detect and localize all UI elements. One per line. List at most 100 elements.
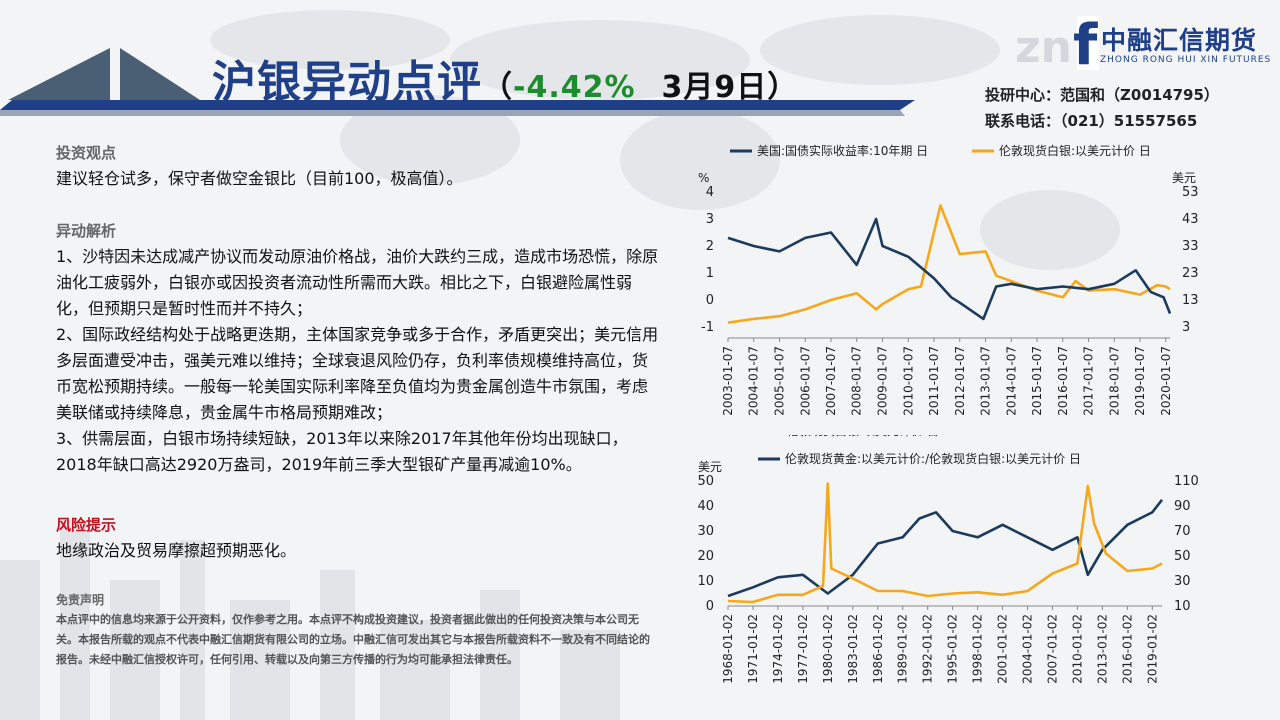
view-text: 建议轻仓试多，保守者做空金银比（目前100，极高值）。 [56, 169, 463, 188]
x-tick-label: 2004-01-02 [1021, 614, 1035, 684]
left-tick-label: 4 [706, 185, 714, 200]
logo-watermark: zn [1015, 22, 1072, 73]
disclaimer-title: 免责声明 [56, 593, 105, 607]
x-tick-label: 2020-01-07 [1159, 346, 1173, 416]
x-tick-label: 2006-01-07 [798, 346, 812, 416]
view-title: 投资观点 [56, 144, 117, 162]
right-tick-label: 90 [1174, 499, 1191, 514]
left-tick-label: 1 [706, 266, 714, 281]
chart-silver-vs-gold-silver-ratio: 伦敦现货白银:以美元计价 日伦敦现货黄金:以美元计价:/伦敦现货白银:以美元计价… [697, 435, 1199, 684]
x-tick-label: 1971-01-02 [746, 614, 760, 684]
analysis-p3: 3、供需层面，白银市场持续短缺，2013年以来除2017年其他年份均出现缺口，2… [56, 429, 628, 474]
x-tick-label: 2014-01-07 [1004, 346, 1018, 416]
right-tick-label: 33 [1182, 239, 1199, 254]
title-change: -4.42% [513, 70, 636, 105]
right-unit-label: 美元 [1172, 171, 1196, 185]
x-tick-label: 1986-01-02 [871, 614, 885, 684]
title-close-paren: ） [767, 70, 799, 105]
left-tick-label: 20 [697, 549, 714, 564]
right-tick-label: 30 [1174, 574, 1191, 589]
left-tick-label: 30 [697, 524, 714, 539]
x-tick-label: 1974-01-02 [771, 614, 785, 684]
legend-label-1: 伦敦现货黄金:以美元计价:/伦敦现货白银:以美元计价 日 [785, 451, 1081, 466]
left-tick-label: 40 [697, 499, 714, 514]
x-tick-label: 1977-01-02 [796, 614, 810, 684]
right-tick-label: 53 [1182, 185, 1199, 200]
main-text: 投资观点 建议轻仓试多，保守者做空金银比（目前100，极高值）。 异动解析 1、… [56, 140, 661, 564]
series-line-1 [727, 204, 1171, 324]
disclaimer-text: 本点评中的信息均来源于公开资料，仅作参考之用。本点评不构成投资建议，投资者据此做… [56, 613, 650, 666]
x-tick-label: 2005-01-07 [773, 346, 787, 416]
contact-phone: 联系电话：（021）51557565 [985, 112, 1198, 130]
left-tick-label: 50 [697, 474, 714, 489]
x-tick-label: 2019-01-02 [1145, 614, 1159, 684]
left-unit-label: 美元 [698, 460, 722, 474]
x-tick-label: 1980-01-02 [821, 614, 835, 684]
x-tick-label: 2015-01-07 [1030, 346, 1044, 416]
left-tick-label: -1 [701, 320, 714, 335]
x-tick-label: 1995-01-02 [946, 614, 960, 684]
logo-name: 中融汇信期货 [1101, 26, 1258, 55]
x-tick-label: 2001-01-02 [996, 614, 1010, 684]
x-tick-label: 1992-01-02 [921, 614, 935, 684]
legend-label-0: 美国:国债实际收益率:10年期 日 [757, 143, 928, 158]
right-tick-label: 110 [1174, 474, 1199, 489]
x-tick-label: 2012-01-07 [953, 346, 967, 416]
x-tick-label: 2007-01-02 [1045, 614, 1059, 684]
x-tick-label: 2003-01-07 [721, 346, 735, 416]
x-tick-label: 2008-01-07 [850, 346, 864, 416]
left-tick-label: 0 [706, 293, 714, 308]
right-tick-label: 70 [1174, 524, 1191, 539]
right-tick-label: 43 [1182, 212, 1199, 227]
chart-real-yield-vs-silver: 美国:国债实际收益率:10年期 日伦敦现货白银:以美元计价 日% 美元43210-… [698, 143, 1199, 416]
company-logo: zn f [1015, 13, 1099, 74]
x-tick-label: 1968-01-02 [721, 614, 735, 684]
x-tick-label: 2013-01-07 [979, 346, 993, 416]
x-tick-label: 2011-01-07 [927, 346, 941, 416]
x-tick-label: 1989-01-02 [896, 614, 910, 684]
title-open-paren: （ [482, 70, 513, 105]
title-main: 沪银异动点评 [212, 57, 482, 108]
right-tick-label: 13 [1182, 293, 1199, 308]
logo-mark-icon: f [1073, 13, 1098, 74]
x-tick-label: 2017-01-07 [1082, 346, 1096, 416]
x-tick-label: 2018-01-07 [1107, 346, 1121, 416]
right-tick-label: 23 [1182, 266, 1199, 281]
disclaimer: 免责声明 本点评中的信息均来源于公开资料，仅作参考之用。本点评不构成投资建议，投… [56, 590, 656, 670]
left-tick-label: 3 [706, 212, 714, 227]
series-line-1 [727, 499, 1164, 598]
analysis-p2: 2、国际政经结构处于战略更迭期，主体国家竞争或多于合作，矛盾更突出；美元信用多层… [56, 325, 659, 422]
risk-text: 地缘政治及贸易摩擦超预期恶化。 [56, 541, 297, 560]
series-line-0 [727, 482, 1163, 604]
legend-label-0: 伦敦现货白银:以美元计价 日 [787, 435, 939, 438]
x-tick-label: 2009-01-07 [876, 346, 890, 416]
title-date: 3月9日 [661, 70, 768, 105]
x-tick-label: 2010-01-02 [1070, 614, 1084, 684]
left-tick-label: 10 [697, 574, 714, 589]
analysis-p1: 1、沙特因未达成减产协议而发动原油价格战，油价大跌约三成，造成市场恐慌，除原油化… [56, 247, 659, 318]
x-tick-label: 1983-01-02 [846, 614, 860, 684]
x-tick-label: 2016-01-02 [1120, 614, 1134, 684]
x-tick-label: 2004-01-07 [747, 346, 761, 416]
x-tick-label: 2010-01-07 [901, 346, 915, 416]
x-tick-label: 2019-01-07 [1133, 346, 1147, 416]
research-center: 投研中心：范国和（Z0014795） [985, 86, 1219, 104]
contact-block: 投研中心：范国和（Z0014795） 联系电话：（021）51557565 [985, 82, 1219, 134]
left-unit-label: % [698, 171, 709, 185]
analysis-title: 异动解析 [56, 222, 117, 240]
logo-english: ZHONG RONG HUI XIN FUTURES [1100, 55, 1272, 65]
legend-label-1: 伦敦现货白银:以美元计价 日 [999, 143, 1151, 158]
x-tick-label: 2016-01-07 [1056, 346, 1070, 416]
x-tick-label: 2013-01-02 [1095, 614, 1109, 684]
series-line-0 [727, 217, 1172, 321]
x-tick-label: 2007-01-07 [824, 346, 838, 416]
x-tick-label: 1998-01-02 [971, 614, 985, 684]
right-tick-label: 3 [1182, 320, 1190, 335]
page-title: 沪银异动点评（-4.42% 3月9日） [212, 46, 798, 110]
left-tick-label: 0 [706, 599, 714, 614]
left-tick-label: 2 [706, 239, 714, 254]
header-band [0, 48, 915, 116]
right-tick-label: 50 [1174, 549, 1191, 564]
right-tick-label: 10 [1174, 599, 1191, 614]
